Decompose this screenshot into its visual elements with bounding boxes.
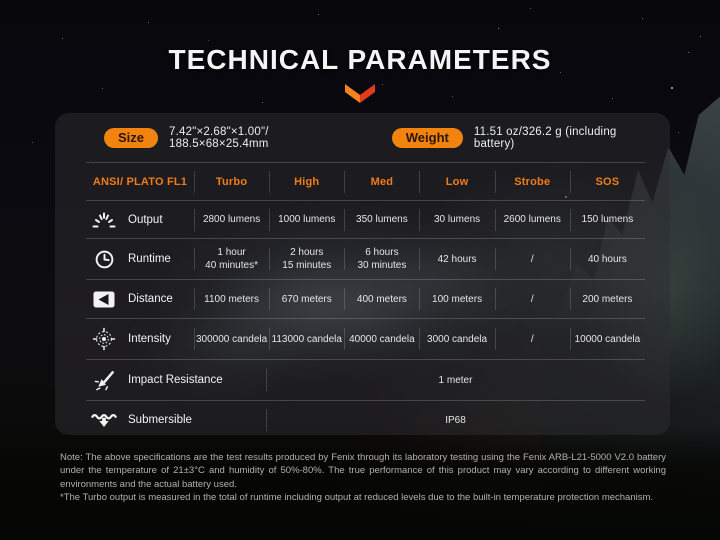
intensity-sos: 10000 candela xyxy=(570,334,645,345)
distance-med: 400 meters xyxy=(344,294,419,305)
row-label: Runtime xyxy=(128,253,171,265)
header-med: Med xyxy=(344,176,419,188)
divider xyxy=(86,238,645,239)
intensity-icon xyxy=(91,327,117,351)
size-weight-row: Size 7.42"×2.68"×1.00"/ 188.5×68×25.4mm … xyxy=(86,113,645,162)
intensity-low: 3000 candela xyxy=(419,334,494,345)
size-value: 7.42"×2.68"×1.00"/ 188.5×68×25.4mm xyxy=(169,125,269,150)
distance-icon xyxy=(91,291,117,308)
header-turbo: Turbo xyxy=(194,176,269,188)
distance-sos: 200 meters xyxy=(570,294,645,305)
chevron-down-icon xyxy=(342,84,378,103)
divider xyxy=(86,200,645,201)
row-label: Output xyxy=(128,213,163,226)
divider xyxy=(86,400,645,401)
output-sos: 150 lumens xyxy=(570,214,645,225)
runtime-icon xyxy=(91,249,117,270)
table-row-impact-resistance: Impact Resistance 1 meter xyxy=(86,360,645,400)
table-row-distance: Distance 1100 meters 670 meters 400 mete… xyxy=(86,280,645,318)
runtime-high: 2 hours 15 minutes xyxy=(269,246,344,273)
output-med: 350 lumens xyxy=(344,214,419,225)
distance-high: 670 meters xyxy=(269,294,344,305)
table-row-output: Output 2800 lumens 1000 lumens 350 lumen… xyxy=(86,201,645,238)
footnote-turbo: *The Turbo output is measured in the tot… xyxy=(60,492,654,504)
runtime-turbo: 1 hour 40 minutes* xyxy=(194,246,269,273)
runtime-sos: 40 hours xyxy=(570,254,645,265)
table-row-submersible: Submersible IP68 xyxy=(86,401,645,439)
header-sos: SOS xyxy=(570,176,645,188)
size-badge: Size xyxy=(104,127,159,148)
distance-strobe: / xyxy=(495,294,570,305)
divider xyxy=(86,318,645,319)
output-high: 1000 lumens xyxy=(269,214,344,225)
table-row-runtime: Runtime 1 hour 40 minutes* 2 hours 15 mi… xyxy=(86,239,645,279)
distance-low: 100 meters xyxy=(419,294,494,305)
divider xyxy=(86,279,645,280)
intensity-turbo: 300000 candela xyxy=(195,333,268,345)
runtime-low: 42 hours xyxy=(419,254,494,265)
row-label: Submersible xyxy=(128,414,192,426)
weight-badge: Weight xyxy=(391,127,463,148)
header-low: Low xyxy=(419,176,494,188)
row-label: Impact Resistance xyxy=(128,374,223,386)
row-label: Distance xyxy=(128,293,173,305)
output-turbo: 2800 lumens xyxy=(194,214,269,225)
output-icon xyxy=(91,211,117,228)
weight-value: 11.51 oz/326.2 g (including battery) xyxy=(473,125,617,150)
submersible-icon xyxy=(91,411,117,430)
distance-turbo: 1100 meters xyxy=(194,294,269,305)
footnote-block: Note: The above specifications are the t… xyxy=(60,451,666,505)
row-label: Intensity xyxy=(128,333,171,345)
submersible-value: IP68 xyxy=(266,415,645,426)
table-row-intensity: Intensity 300000 candela 113000 candela … xyxy=(86,319,645,359)
footnote-main: Note: The above specifications are the t… xyxy=(60,452,666,490)
runtime-strobe: / xyxy=(495,254,570,265)
runtime-med: 6 hours 30 minutes xyxy=(344,246,419,273)
trees-silhouette-image xyxy=(0,425,720,540)
spec-panel: Size 7.42"×2.68"×1.00"/ 188.5×68×25.4mm … xyxy=(55,113,670,435)
bright-stars-background xyxy=(0,0,2,2)
page-title: TECHNICAL PARAMETERS xyxy=(168,44,552,75)
output-low: 30 lumens xyxy=(419,214,494,225)
divider xyxy=(86,359,645,360)
intensity-med: 40000 candela xyxy=(344,334,419,345)
output-strobe: 2600 lumens xyxy=(495,214,570,225)
header-high: High xyxy=(269,176,344,188)
impact-resistance-icon xyxy=(91,369,117,392)
intensity-high: 113000 candela xyxy=(269,334,344,345)
header-strobe: Strobe xyxy=(495,176,570,188)
impact-resistance-value: 1 meter xyxy=(266,375,645,386)
header-ansi-plato: ANSI/ PLATO FL1 xyxy=(92,175,188,188)
divider xyxy=(86,162,645,163)
intensity-strobe: / xyxy=(495,334,570,345)
table-header-row: ANSI/ PLATO FL1 Turbo High Med Low Strob… xyxy=(86,163,645,200)
